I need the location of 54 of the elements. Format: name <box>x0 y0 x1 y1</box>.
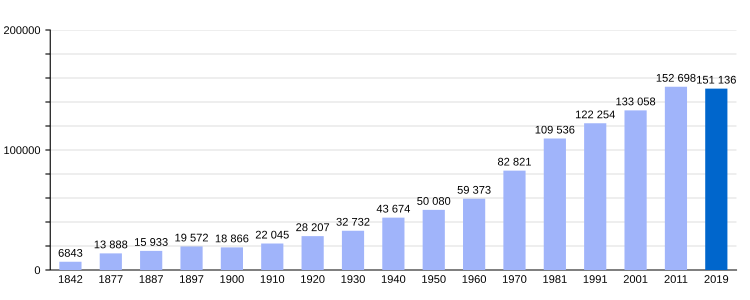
x-tick-label: 1910 <box>260 275 284 284</box>
bar <box>584 123 606 270</box>
bar <box>261 244 284 270</box>
x-tick-label: 1960 <box>462 275 486 284</box>
x-tick-label: 1920 <box>301 275 325 284</box>
data-label: 6843 <box>58 248 82 257</box>
data-label: 15 933 <box>135 238 168 246</box>
data-label: 22 045 <box>256 230 289 239</box>
bar <box>705 88 728 270</box>
x-tick-label: 2019 <box>704 275 728 284</box>
x-tick-label: 1900 <box>220 275 244 284</box>
x-tick-label: 1842 <box>58 275 82 284</box>
bar <box>463 198 486 270</box>
y-tick-label: 200000 <box>4 26 40 34</box>
data-label: 43 674 <box>376 204 410 213</box>
y-tick-label: 0 <box>34 266 40 274</box>
data-label: 50 080 <box>417 197 450 205</box>
bar <box>422 210 445 270</box>
bar <box>544 138 566 270</box>
data-label: 151 136 <box>697 76 736 84</box>
x-tick-label: 1991 <box>584 275 608 284</box>
data-label: 28 207 <box>296 223 330 232</box>
bar <box>624 110 647 270</box>
data-label: 152 698 <box>656 74 696 82</box>
x-tick-label: 2001 <box>624 275 648 284</box>
bar <box>664 86 688 270</box>
bar <box>220 247 244 270</box>
bar <box>382 218 404 270</box>
bar <box>180 246 203 270</box>
data-label: 122 254 <box>576 110 615 118</box>
data-label: 82 821 <box>498 158 531 166</box>
x-tick-label: 2011 <box>664 275 688 284</box>
x-tick-label: 1930 <box>341 275 365 284</box>
data-label: 133 058 <box>616 97 656 106</box>
x-tick-label: 1887 <box>140 275 163 284</box>
x-tick-label: 1897 <box>180 275 204 284</box>
bar <box>302 236 324 270</box>
x-tick-label: 1877 <box>99 275 123 284</box>
x-tick-label: 1940 <box>382 275 406 284</box>
data-label: 32 732 <box>336 218 370 226</box>
bar <box>342 230 364 270</box>
x-tick-label: 1950 <box>422 275 446 284</box>
data-label: 19 572 <box>175 234 208 242</box>
y-tick-label: 100000 <box>4 146 40 154</box>
bar <box>59 262 82 270</box>
data-label: 13 888 <box>94 240 128 248</box>
bar <box>140 250 162 270</box>
bar <box>100 253 122 270</box>
x-tick-label: 1970 <box>502 275 526 284</box>
x-tick-label: 1981 <box>543 275 567 284</box>
bar <box>503 170 526 270</box>
data-label: 59 373 <box>458 186 491 194</box>
data-label: 18 866 <box>216 234 248 242</box>
data-label: 109 536 <box>536 126 574 134</box>
